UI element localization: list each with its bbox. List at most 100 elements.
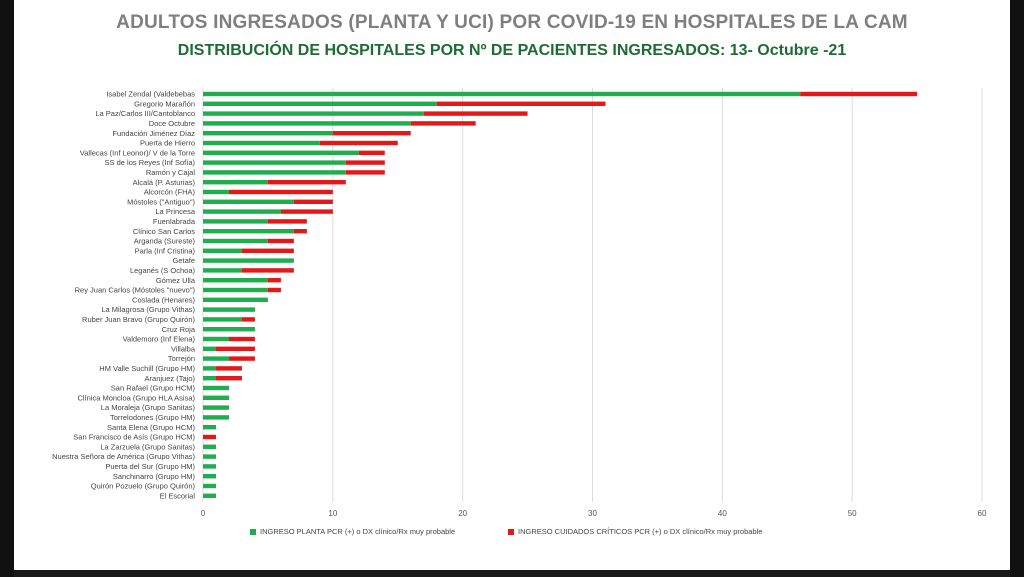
bar-planta: [203, 346, 216, 351]
bar-planta: [203, 385, 229, 391]
bar-planta: [203, 336, 229, 342]
bar-planta: [203, 474, 216, 479]
bar-planta: [203, 444, 216, 449]
bar-planta: [203, 131, 333, 136]
x-tick-label: 40: [718, 509, 727, 518]
bar-uci: [267, 287, 281, 293]
bar-planta: [203, 287, 268, 293]
bar-uci: [280, 209, 333, 214]
category-label: Vallecas (Inf Leonor)/ V de la Torre: [80, 148, 195, 157]
bar-uci: [228, 336, 255, 342]
category-label: Clínico San Carlos: [133, 227, 195, 236]
bar-planta: [203, 111, 424, 116]
legend-swatch-uci: [508, 528, 514, 535]
category-label: Móstoles ("Antiguo"): [127, 197, 195, 206]
x-tick-label: 30: [588, 509, 597, 518]
bar-uci: [241, 268, 294, 273]
bar-planta: [203, 415, 229, 420]
left-frame: [0, 0, 14, 577]
category-label: El Escorial: [160, 491, 196, 500]
x-tick-label: 10: [328, 509, 337, 518]
bar-planta: [203, 395, 229, 400]
category-label: Arganda (Sureste): [134, 237, 196, 246]
bar-uci: [267, 238, 294, 244]
category-label: La Moraleja (Grupo Sanitas): [101, 403, 196, 412]
bar-planta: [203, 258, 294, 263]
category-label: Sanchinarro (Grupo HM): [113, 472, 196, 481]
bar-planta: [203, 356, 229, 361]
category-label: Cruz Roja: [162, 325, 196, 334]
category-label: Fundación Jiménez Díaz: [112, 129, 195, 138]
bar-uci: [215, 366, 242, 371]
bar-uci: [241, 248, 294, 253]
legend-item-planta: INGRESO PLANTA PCR (+) o DX clínico/Rx m…: [250, 527, 455, 536]
category-label: Alcorcón (FHA): [144, 188, 196, 197]
bar-uci: [410, 121, 476, 126]
category-label: Aranjuez (Tajo): [145, 374, 196, 383]
chart-title: ADULTOS INGRESADOS (PLANTA Y UCI) POR CO…: [116, 12, 908, 33]
bar-planta: [203, 189, 229, 195]
x-tick-label: 0: [201, 509, 206, 518]
bar-planta: [203, 307, 255, 312]
bar-uci: [241, 317, 255, 322]
legend-label-planta: INGRESO PLANTA PCR (+) o DX clínico/Rx m…: [260, 527, 456, 536]
bar-uci: [267, 278, 281, 283]
bar-uci: [215, 346, 255, 351]
category-label: Fuenlabrada: [153, 217, 196, 226]
bar-uci: [345, 160, 385, 165]
category-label: Getafe: [172, 256, 195, 265]
bar-planta: [203, 199, 294, 204]
bar-planta: [203, 425, 216, 430]
category-label: Gómez Ulla: [156, 276, 196, 285]
legend-item-uci: INGRESO CUIDADOS CRÍTICOS PCR (+) o DX c…: [508, 527, 762, 536]
bar-uci: [293, 229, 307, 234]
bar-planta: [203, 405, 229, 410]
x-tick-label: 60: [978, 509, 987, 518]
bar-planta: [203, 180, 268, 185]
category-label: Ramón y Cajal: [146, 168, 196, 177]
category-label: Quirón Pozuelo (Grupo Quirón): [91, 482, 196, 491]
bar-planta: [203, 464, 216, 469]
category-label: Clínica Moncloa (Grupo HLA Asisa): [77, 393, 195, 402]
bar-planta: [203, 160, 346, 165]
right-frame: [1010, 0, 1024, 577]
bar-uci: [293, 199, 333, 204]
bar-uci: [203, 434, 216, 440]
chart-subtitle: DISTRIBUCIÓN DE HOSPITALES POR Nº DE PAC…: [177, 42, 847, 59]
category-label: Valdemoro (Inf Elena): [123, 335, 196, 344]
bar-uci: [267, 219, 307, 224]
bar-uci: [215, 376, 242, 381]
bar-planta: [203, 238, 268, 244]
bar-planta: [203, 454, 216, 459]
category-label: Coslada (Henares): [132, 295, 195, 304]
bar-planta: [203, 121, 411, 126]
bar-chart: 0 10 20 30 40 50 60 Isabel Zendal (ValdebebasGr…: [52, 88, 987, 518]
bar-uci: [800, 91, 918, 97]
category-label: Gregorio Marañón: [134, 99, 195, 108]
bar-planta: [203, 150, 359, 155]
bar-uci: [228, 356, 255, 361]
x-tick-label: 50: [848, 509, 857, 518]
bar-planta: [203, 268, 242, 273]
legend-label-uci: INGRESO CUIDADOS CRÍTICOS PCR (+) o DX c…: [518, 527, 763, 536]
bar-planta: [203, 493, 216, 498]
bar-uci: [358, 150, 385, 155]
category-label: La Paz/Carlos III/Cantoblanco: [95, 109, 195, 118]
category-label: Isabel Zendal (Valdebebas: [106, 90, 195, 99]
bar-planta: [203, 248, 242, 253]
bar-uci: [332, 131, 411, 136]
bar-uci: [267, 180, 346, 185]
bar-planta: [203, 209, 281, 214]
bar-planta: [203, 278, 268, 283]
bar-uci: [423, 111, 528, 116]
category-label: La Zarzuela (Grupo Sanitas): [100, 442, 195, 451]
bar-uci: [436, 101, 606, 106]
bar-planta: [203, 91, 801, 97]
category-label: Villalba: [171, 344, 196, 353]
category-label: Doce Octubre: [149, 119, 195, 128]
category-label: La Milagrosa (Grupo Vithas): [101, 305, 195, 314]
category-label: Alcalá (P. Asturias): [133, 178, 196, 187]
x-tick-label: 20: [458, 509, 467, 518]
category-label: San Rafael (Grupo HCM): [111, 384, 196, 393]
category-label: Ruber Juan Bravo (Grupo Quirón): [82, 315, 195, 324]
